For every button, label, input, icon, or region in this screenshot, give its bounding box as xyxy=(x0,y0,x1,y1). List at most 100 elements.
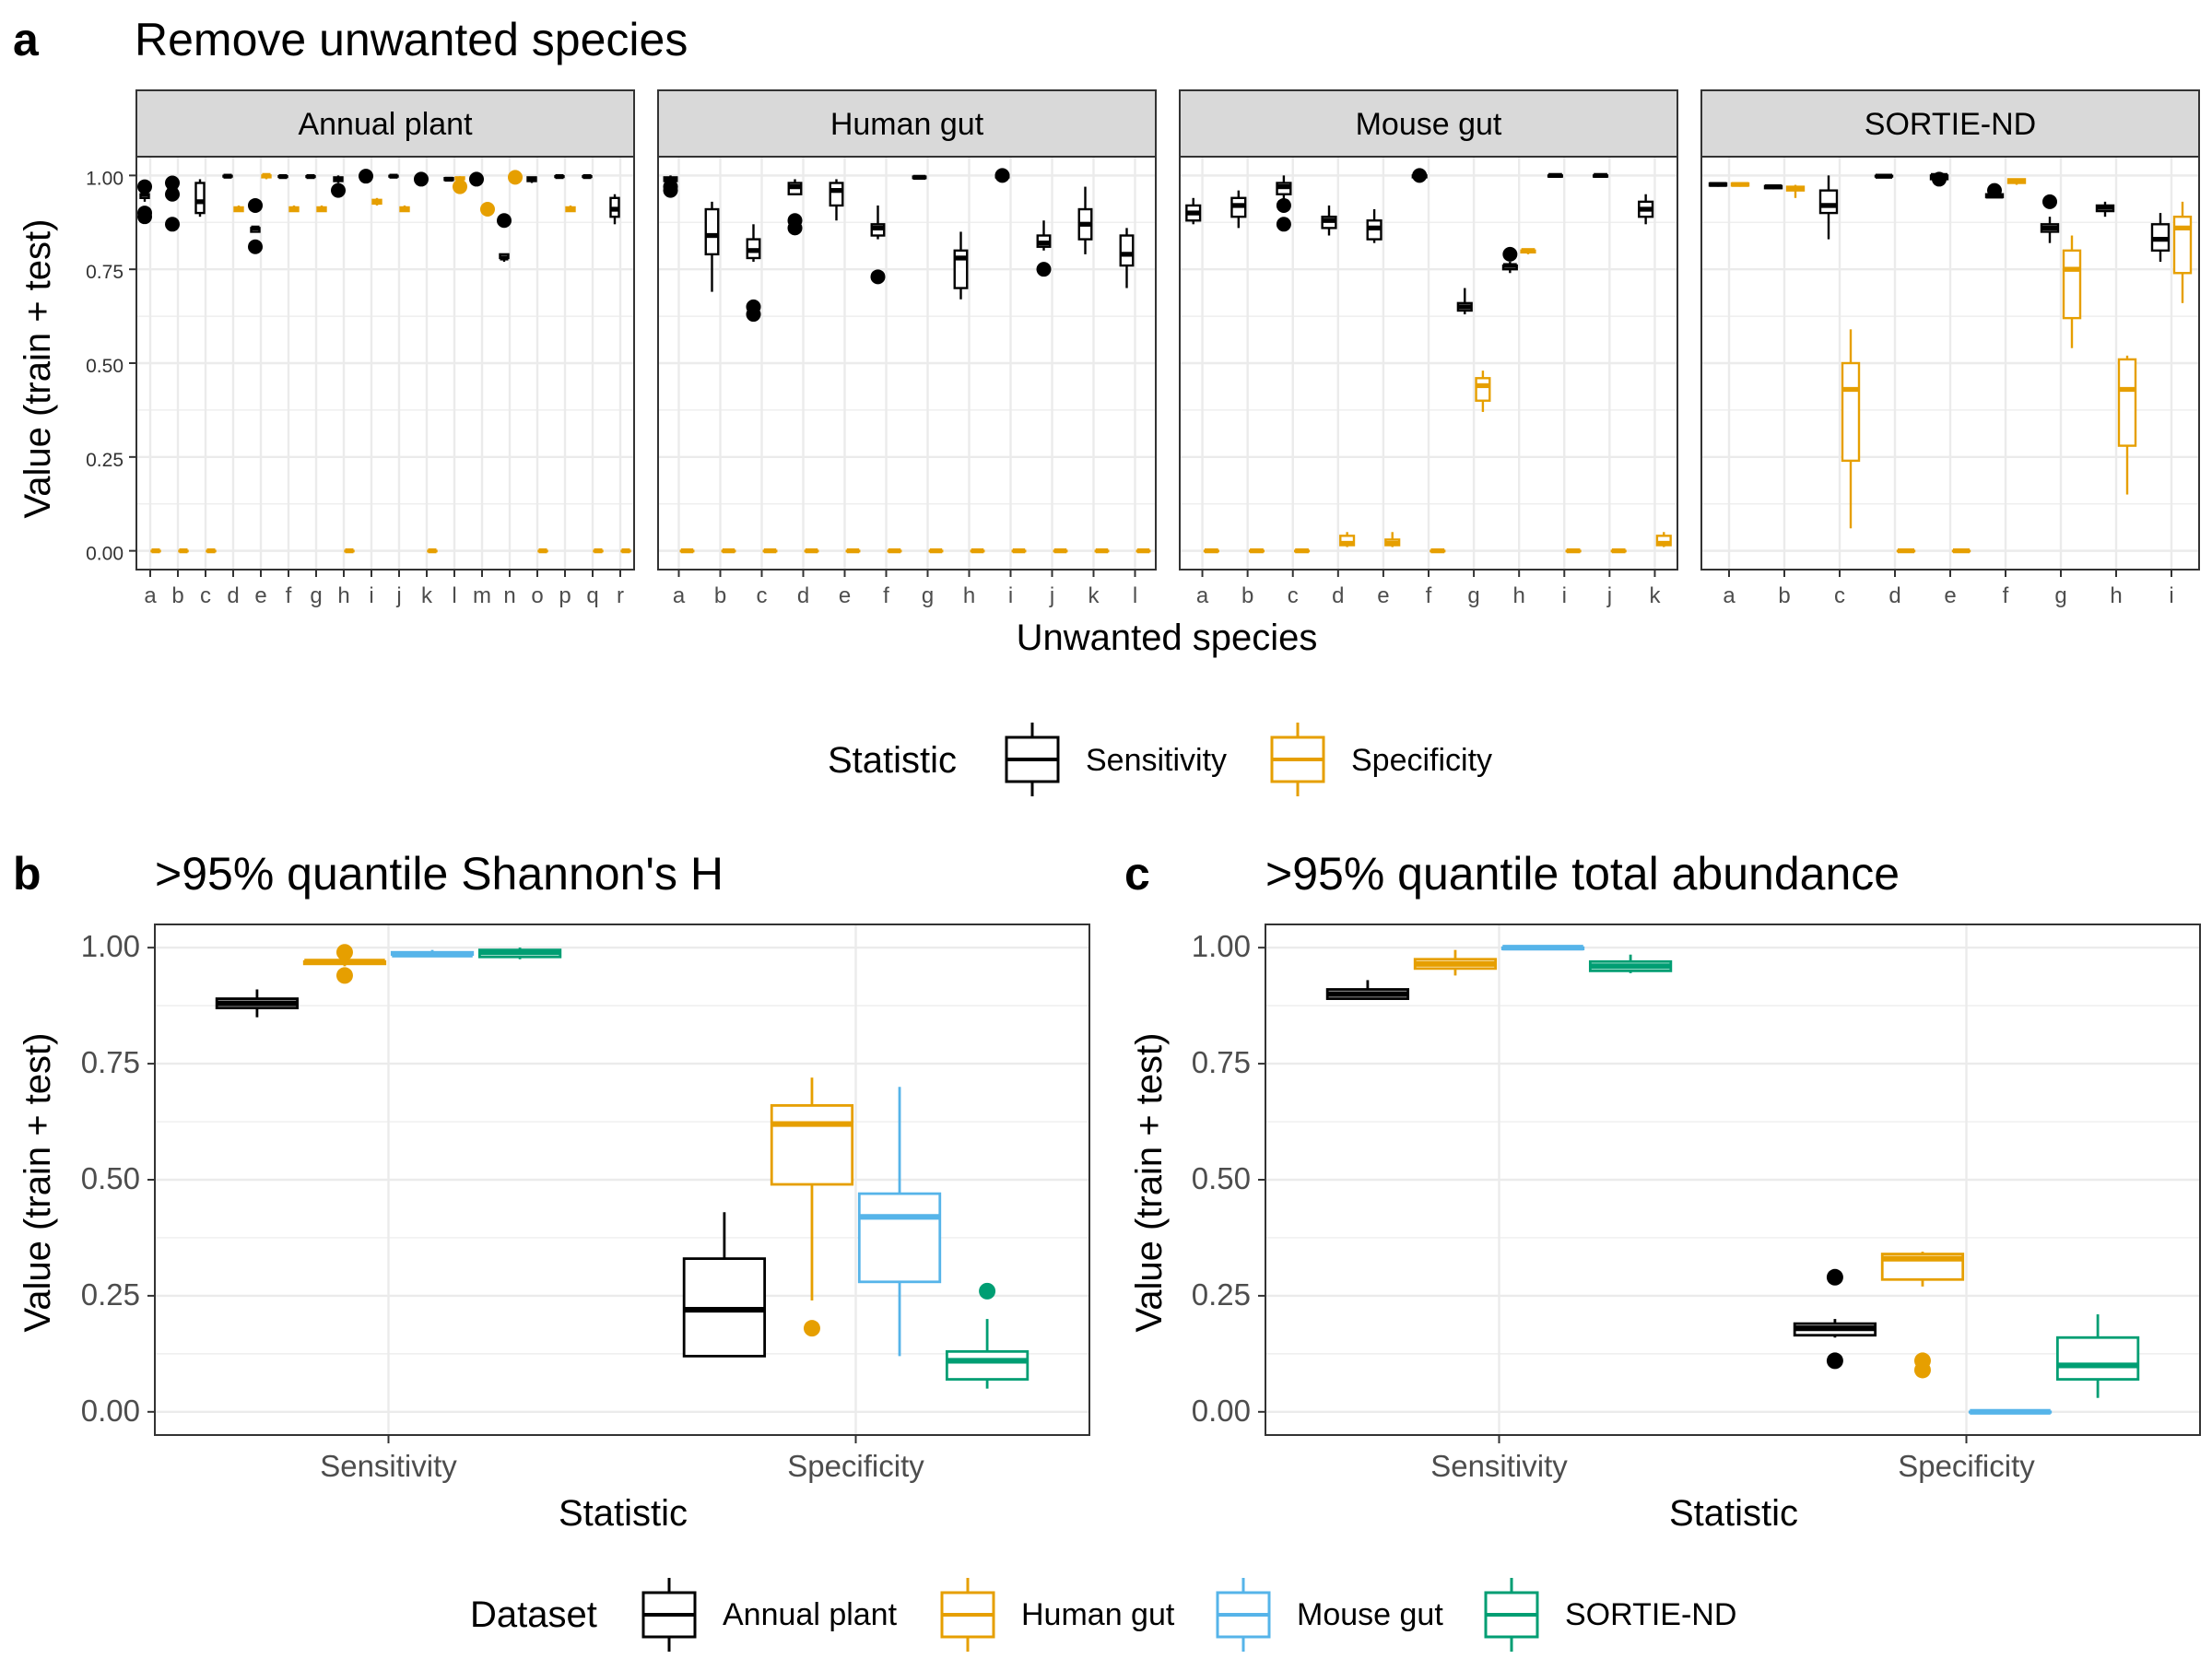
facet-mouse-gut-specificity-box-g xyxy=(1475,371,1491,412)
facet-annual-plant-ytick-label-2: 0.50 xyxy=(86,356,124,377)
panel-b-ytick-label-3: 0.75 xyxy=(81,1045,140,1079)
facet-sortie-nd-xtick-label-1: b xyxy=(1778,583,1790,608)
panel-b-xlabel: Statistic xyxy=(559,1493,688,1534)
facet-annual-plant-specificity-box-f xyxy=(288,205,300,213)
facet-mouse-gut-specificity-box-e xyxy=(1384,532,1401,547)
facet-annual-plant-sensitivity-box-m xyxy=(469,171,484,187)
facet-annual-plant-xtick-label-15: p xyxy=(559,583,571,608)
panel-a-xlabel: Unwanted species xyxy=(1017,618,1318,658)
facet-annual-plant-xtick-label-17: r xyxy=(617,583,624,608)
panel-c-xtick-label-specificity: Specificity xyxy=(1898,1449,2035,1483)
panel-c-ylabel: Value (train + test) xyxy=(1129,1033,1170,1333)
facet-mouse-gut-specificity-box-g-box xyxy=(1475,377,1491,402)
facet-annual-plant-sensitivity-box-e-outlier-1 xyxy=(248,239,263,254)
panel-b-ylabel: Value (train + test) xyxy=(18,1033,58,1333)
facet-mouse-gut-xtick-label-3: d xyxy=(1332,583,1344,608)
facet-annual-plant-specificity-box-q xyxy=(593,547,604,554)
panel-b-plot: Sensitivity Specificity 0.00 0.25 0.50 0.75 1.… xyxy=(81,924,1090,1483)
facet-annual-plant-ytick-label-4: 1.00 xyxy=(86,168,124,189)
facet-annual-plant-specificity-box-a xyxy=(150,547,161,554)
facet-sortie-nd-sensitivity-box-g-outlier-0 xyxy=(2042,194,2057,209)
facet-human-gut-sensitivity-box-h xyxy=(953,231,969,300)
facet-human-gut-specificity-box-e xyxy=(845,547,861,554)
facet-annual-plant-xtick-label-14: o xyxy=(531,583,543,608)
facet-mouse-gut-specificity-box-c xyxy=(1293,547,1311,554)
facet-sortie-nd-specificity-box-g-box xyxy=(2062,249,2082,320)
facet-annual-plant-xtick-label-9: j xyxy=(395,583,401,608)
facet-human-gut-sensitivity-box-a-outlier-1 xyxy=(663,179,678,194)
legend-label-human-gut: Human gut xyxy=(1021,1597,1175,1632)
facet-mouse-gut-sensitivity-box-j xyxy=(1592,172,1609,179)
facet-annual-plant-xtick-label-4: e xyxy=(254,583,266,608)
facet-sortie-nd-specificity-box-c-box xyxy=(1841,361,1861,463)
facet-human-gut-specificity-box-i xyxy=(1011,547,1027,554)
facet-sortie-nd-sensitivity-box-f-outlier-0 xyxy=(1987,182,2002,198)
panel-c-xlabel: Statistic xyxy=(1669,1493,1798,1534)
facet-sortie-nd-specificity-box-i xyxy=(2172,201,2193,303)
facet-annual-plant-sensitivity-box-i-outlier-0 xyxy=(359,169,373,184)
facet-sortie-nd-strip-label: SORTIE-ND xyxy=(1865,107,2036,142)
facet-annual-plant-xtick-label-0: a xyxy=(144,583,157,608)
facet-annual-plant-specificity-box-p xyxy=(565,205,576,213)
facet-sortie-nd-sensitivity-box-f xyxy=(1984,182,2005,199)
facet-annual-plant-sensitivity-box-p xyxy=(554,173,565,180)
facet-annual-plant-ytick-label-1: 0.25 xyxy=(86,450,124,471)
facet-sortie-nd-sensitivity-box-c-box xyxy=(1818,189,1839,215)
facet-annual-plant-specificity-box-m xyxy=(480,202,495,218)
facet-sortie-nd-xtick-label-7: h xyxy=(2110,583,2122,608)
facet-annual-plant-specificity-box-c xyxy=(206,547,217,554)
facet-human-gut-specificity-box-c xyxy=(762,547,778,554)
facet-mouse-gut-specificity-box-b xyxy=(1248,547,1265,554)
panel-b-human-gut-specificity-box-outlier-0 xyxy=(803,1320,820,1337)
facet-mouse-gut-xtick-label-8: i xyxy=(1562,583,1567,608)
facet-mouse-gut-xtick-label-5: f xyxy=(1426,583,1432,608)
legend-key-annual-plant xyxy=(641,1578,697,1652)
facet-mouse-gut-sensitivity-box-e xyxy=(1366,209,1382,243)
facet-sortie-nd-xtick-label-3: d xyxy=(1888,583,1900,608)
facet-annual-plant-sensitivity-box-k xyxy=(414,171,429,187)
facet-mouse-gut-sensitivity-box-f-outlier-0 xyxy=(1412,168,1428,183)
panel-c-title: >95% quantile total abundance xyxy=(1265,848,1900,900)
facet-annual-plant-strip-label: Annual plant xyxy=(298,107,473,142)
facet-sortie-nd-xtick-label-6: g xyxy=(2054,583,2066,608)
facet-human-gut-specificity-box-b xyxy=(721,547,736,554)
facet-annual-plant-specificity-box-k xyxy=(427,547,438,554)
facet-sortie-nd-xtick-label-8: i xyxy=(2169,583,2173,608)
facet-annual-plant-xtick-label-12: m xyxy=(473,583,491,608)
panel-a-label: a xyxy=(13,14,40,65)
facet-annual-plant-specificity-box-m-outlier-0 xyxy=(480,202,495,218)
facet-human-gut-specificity-box-d xyxy=(804,547,819,554)
panel-b-sortie-nd-specificity-box-box xyxy=(945,1349,1030,1381)
facet-annual-plant-specificity-box-l-outlier-0 xyxy=(453,179,467,194)
panel-c-ytick-label-0: 0.00 xyxy=(1192,1394,1251,1428)
facet-mouse-gut-sensitivity-box-c-outlier-0 xyxy=(1276,217,1291,232)
facet-human-gut-sensitivity-box-j-outlier-0 xyxy=(1036,262,1052,277)
facet-annual-plant-sensitivity-box-f xyxy=(277,173,288,180)
facet-human-gut-xtick-label-5: f xyxy=(883,583,889,608)
facet-annual-plant-sensitivity-box-j xyxy=(388,173,399,179)
panel-c-human-gut-sensitivity-box xyxy=(1413,949,1498,976)
facet-human-gut-sensitivity-box-g xyxy=(912,174,927,181)
facet-mouse-gut-sensitivity-box-k xyxy=(1638,194,1654,225)
legend-label-sensitivity: Sensitivity xyxy=(1086,743,1227,778)
facet-mouse-gut-xtick-label-1: b xyxy=(1241,583,1253,608)
facet-mouse-gut-xtick-label-4: e xyxy=(1377,583,1389,608)
legend-key-human-gut xyxy=(940,1578,995,1652)
facet-sortie-nd-specificity-box-d xyxy=(1896,547,1916,554)
facet-annual-plant-xtick-label-1: b xyxy=(171,583,183,608)
panel-b-mouse-gut-specificity-box-box xyxy=(857,1192,942,1284)
panel-b-label: b xyxy=(13,848,41,900)
facet-annual-plant-sensitivity-box-e-outlier-0 xyxy=(248,197,263,213)
facet-annual-plant-sensitivity-box-g xyxy=(305,173,316,180)
facet-annual-plant-strip xyxy=(135,89,635,158)
panel-b-mouse-gut-sensitivity-box xyxy=(390,949,475,958)
facet-sortie-nd-specificity-box-g xyxy=(2062,235,2082,348)
facet-annual-plant-sensitivity-box-c-box xyxy=(194,182,206,215)
facet-human-gut-sensitivity-box-e xyxy=(829,179,844,221)
facet-sortie-nd-xtick-label-5: f xyxy=(2003,583,2009,608)
panel-a-title: Remove unwanted species xyxy=(135,14,688,65)
facet-annual-plant-ytick-label-0: 0.00 xyxy=(86,544,124,565)
facet-annual-plant: Annual plant a b c d e f g h i j k l m n o p q r 0.00 0.25 0.… xyxy=(86,89,635,608)
legend-dataset: Dataset Annual plant Human gut Mouse gut… xyxy=(470,1578,1736,1652)
